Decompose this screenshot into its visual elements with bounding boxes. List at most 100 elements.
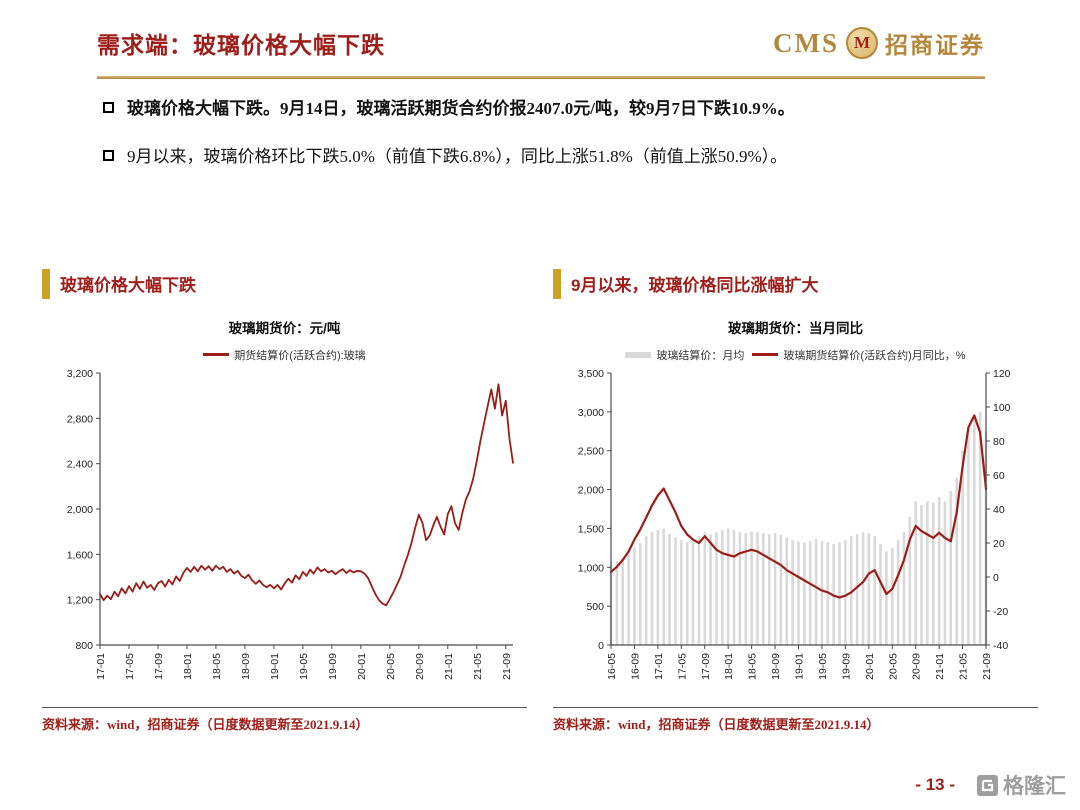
svg-text:16-09: 16-09 <box>629 652 641 679</box>
glass-futures-price-line-chart: 800 1,200 1,600 2,000 2,400 2,800 3,200 17-01 17… <box>66 368 514 679</box>
legend-line-swatch-icon <box>752 353 779 357</box>
bullet-item: 9月以来，玻璃价格环比下跌5.0%（前值下跌6.8%），同比上涨51.8%（前值… <box>103 145 985 169</box>
svg-text:17-09: 17-09 <box>699 652 711 679</box>
section-title-price: 玻璃价格大幅下跌 <box>42 268 527 299</box>
svg-text:18-05: 18-05 <box>210 652 222 679</box>
legend-bar-swatch-icon <box>625 351 652 358</box>
glass-price-yoy-combo-chart: 0 500 1,000 1,500 2,000 2,500 3,000 3,500 -40 -20… <box>577 368 1011 680</box>
svg-text:1,200: 1,200 <box>66 594 92 606</box>
svg-text:800: 800 <box>75 640 93 652</box>
svg-text:2,500: 2,500 <box>577 445 603 457</box>
brand-logo: CMS M 招商证券 <box>773 26 985 60</box>
legend-entry: 玻璃期货结算价(活跃合约)月同比，% <box>752 347 966 363</box>
svg-text:21-09: 21-09 <box>500 652 512 679</box>
svg-text:120: 120 <box>993 368 1011 380</box>
svg-text:1,500: 1,500 <box>577 523 603 535</box>
svg-text:40: 40 <box>993 504 1005 516</box>
charts-row: 玻璃价格大幅下跌 玻璃期货价：元/吨 期货结算价(活跃合约):玻璃 800 1,2… <box>0 268 1080 733</box>
svg-text:20-05: 20-05 <box>384 652 396 679</box>
svg-text:60: 60 <box>993 470 1005 482</box>
bullet-text: 9月以来，玻璃价格环比下跌5.0%（前值下跌6.8%），同比上涨51.8%（前值… <box>127 146 788 166</box>
footer: - 13 - 格隆汇 <box>915 770 1066 800</box>
legend-entry: 期货结算价(活跃合约):玻璃 <box>203 347 366 363</box>
svg-text:3,200: 3,200 <box>66 368 92 380</box>
gelonghui-watermark: 格隆汇 <box>977 770 1066 800</box>
header: 需求端：玻璃价格大幅下跌 CMS M 招商证券 <box>0 0 1080 79</box>
svg-text:19-05: 19-05 <box>816 652 828 679</box>
page-title: 需求端：玻璃价格大幅下跌 <box>97 32 385 58</box>
svg-text:2,000: 2,000 <box>577 484 603 496</box>
svg-text:17-01: 17-01 <box>652 652 664 679</box>
svg-text:19-01: 19-01 <box>793 652 805 679</box>
svg-text:20-09: 20-09 <box>910 652 922 679</box>
svg-text:2,800: 2,800 <box>66 413 92 425</box>
legend-label: 玻璃期货结算价(活跃合约)月同比，% <box>783 349 966 362</box>
cms-logo-icon: M <box>846 27 878 59</box>
svg-text:80: 80 <box>993 436 1005 448</box>
svg-text:20-05: 20-05 <box>887 652 899 679</box>
svg-text:20-01: 20-01 <box>355 652 367 679</box>
bullet-square-icon <box>103 102 114 113</box>
brand-name: 招商证券 <box>885 33 985 58</box>
header-divider <box>97 76 985 79</box>
svg-text:1,000: 1,000 <box>577 562 603 574</box>
svg-text:20-01: 20-01 <box>863 652 875 679</box>
bullet-text: 玻璃价格大幅下跌。9月14日，玻璃活跃期货合约价报2407.0元/吨，较9月7日… <box>127 99 795 118</box>
legend-line-swatch-icon <box>203 353 230 357</box>
svg-text:19-05: 19-05 <box>297 652 309 679</box>
source-note: 资料来源：wind，招商证券（日度数据更新至2021.9.14） <box>42 706 527 733</box>
svg-text:18-01: 18-01 <box>723 652 735 679</box>
svg-text:20: 20 <box>993 538 1005 550</box>
chart-title-price: 玻璃期货价：元/吨 <box>228 320 341 336</box>
bullet-item: 玻璃价格大幅下跌。9月14日，玻璃活跃期货合约价报2407.0元/吨，较9月7日… <box>103 97 985 121</box>
page-number: - 13 - <box>915 775 955 794</box>
svg-text:21-05: 21-05 <box>471 652 483 679</box>
svg-text:0: 0 <box>993 572 999 584</box>
legend-entry: 玻璃结算价：月均 <box>625 347 744 363</box>
svg-text:18-09: 18-09 <box>239 652 251 679</box>
svg-text:-40: -40 <box>993 640 1008 652</box>
section-title-text: 玻璃价格大幅下跌 <box>60 276 196 296</box>
cms-wordmark: CMS <box>773 27 839 58</box>
svg-text:19-01: 19-01 <box>268 652 280 679</box>
svg-text:17-01: 17-01 <box>95 652 107 679</box>
svg-text:21-05: 21-05 <box>957 652 969 679</box>
svg-text:21-01: 21-01 <box>442 652 454 679</box>
chart-section-price: 玻璃价格大幅下跌 玻璃期货价：元/吨 期货结算价(活跃合约):玻璃 800 1,2… <box>42 268 527 733</box>
section-title-yoy: 9月以来，玻璃价格同比涨幅扩大 <box>553 268 1038 299</box>
svg-text:17-05: 17-05 <box>123 652 135 679</box>
svg-text:20-09: 20-09 <box>413 652 425 679</box>
svg-text:19-09: 19-09 <box>840 652 852 679</box>
svg-text:18-09: 18-09 <box>770 652 782 679</box>
svg-text:21-09: 21-09 <box>981 652 993 679</box>
svg-text:21-01: 21-01 <box>934 652 946 679</box>
chart-section-yoy: 9月以来，玻璃价格同比涨幅扩大 玻璃期货价：当月同比 玻璃结算价：月均 玻璃期货… <box>553 268 1038 733</box>
source-note: 资料来源：wind，招商证券（日度数据更新至2021.9.14） <box>553 706 1038 733</box>
svg-text:-20: -20 <box>993 606 1008 618</box>
svg-text:1,600: 1,600 <box>66 549 92 561</box>
svg-text:3,500: 3,500 <box>577 368 603 380</box>
legend-price: 期货结算价(活跃合约):玻璃 <box>42 347 527 363</box>
svg-text:17-05: 17-05 <box>676 652 688 679</box>
svg-text:100: 100 <box>993 402 1011 414</box>
svg-text:19-09: 19-09 <box>326 652 338 679</box>
svg-text:18-01: 18-01 <box>181 652 193 679</box>
chart-title-yoy: 玻璃期货价：当月同比 <box>728 320 863 336</box>
gelonghui-logo-icon <box>977 774 998 796</box>
legend-yoy: 玻璃结算价：月均 玻璃期货结算价(活跃合约)月同比，% <box>553 347 1038 363</box>
svg-text:0: 0 <box>598 640 604 652</box>
bullet-list: 玻璃价格大幅下跌。9月14日，玻璃活跃期货合约价报2407.0元/吨，较9月7日… <box>103 97 985 169</box>
svg-text:500: 500 <box>586 601 604 613</box>
svg-text:2,000: 2,000 <box>66 504 92 516</box>
legend-label: 期货结算价(活跃合约):玻璃 <box>234 349 366 362</box>
bullet-square-icon <box>103 149 114 161</box>
section-title-text: 9月以来，玻璃价格同比涨幅扩大 <box>571 276 819 296</box>
svg-text:17-09: 17-09 <box>152 652 164 679</box>
svg-text:3,000: 3,000 <box>577 406 603 418</box>
svg-text:18-05: 18-05 <box>746 652 758 679</box>
svg-text:16-05: 16-05 <box>606 652 618 679</box>
svg-text:2,400: 2,400 <box>66 458 92 470</box>
gelonghui-text: 格隆汇 <box>1003 775 1066 798</box>
legend-label: 玻璃结算价：月均 <box>656 349 745 362</box>
